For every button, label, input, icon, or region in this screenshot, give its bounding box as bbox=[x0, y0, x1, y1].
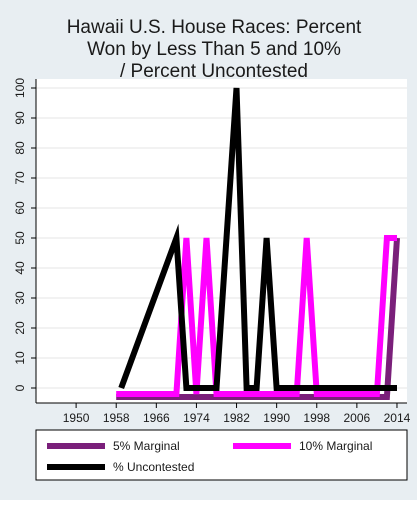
x-tick-label: 1950 bbox=[63, 411, 90, 425]
series-lines bbox=[116, 87, 400, 400]
chart-title-line: / Percent Uncontested bbox=[120, 61, 308, 82]
y-tick-label: 20 bbox=[13, 321, 27, 335]
y-axis: 0 10 20 30 40 50 60 70 80 90 100 bbox=[13, 78, 37, 403]
x-tick-label: 1958 bbox=[103, 411, 130, 425]
y-tick-label: 40 bbox=[13, 261, 27, 275]
legend-box bbox=[35, 429, 408, 481]
y-tick-label: 0 bbox=[13, 384, 27, 391]
legend: 5% Marginal 10% Marginal % Uncontested bbox=[35, 429, 408, 481]
x-tick-label: 1966 bbox=[143, 411, 170, 425]
x-tick-label: 1990 bbox=[263, 411, 290, 425]
y-tick-label: 60 bbox=[13, 201, 27, 215]
series-line-2 bbox=[118, 87, 397, 391]
y-tick-label: 30 bbox=[13, 291, 27, 305]
chart-title-line: Hawaii U.S. House Races: Percent bbox=[67, 17, 362, 38]
x-tick-label: 1982 bbox=[223, 411, 250, 425]
x-tick-label: 2006 bbox=[344, 411, 371, 425]
y-tick-label: 80 bbox=[13, 141, 27, 155]
x-axis: 1950 1958 1966 1974 1982 1990 1998 2006 2014 bbox=[36, 402, 411, 425]
legend-label: % Uncontested bbox=[113, 460, 194, 474]
x-tick-label: 1974 bbox=[183, 411, 210, 425]
series-line-1 bbox=[116, 235, 397, 397]
x-tick-label: 2014 bbox=[384, 411, 411, 425]
y-tick-label: 10 bbox=[13, 351, 27, 365]
legend-label: 10% Marginal bbox=[299, 439, 372, 453]
legend-label: 5% Marginal bbox=[113, 439, 180, 453]
y-tick-label: 50 bbox=[13, 231, 27, 245]
y-tick-label: 70 bbox=[13, 171, 27, 185]
x-tick-label: 1998 bbox=[303, 411, 330, 425]
y-tick-label: 90 bbox=[13, 111, 27, 125]
y-tick-label: 100 bbox=[13, 78, 27, 98]
chart-title-line: Won by Less Than 5 and 10% bbox=[87, 39, 341, 60]
